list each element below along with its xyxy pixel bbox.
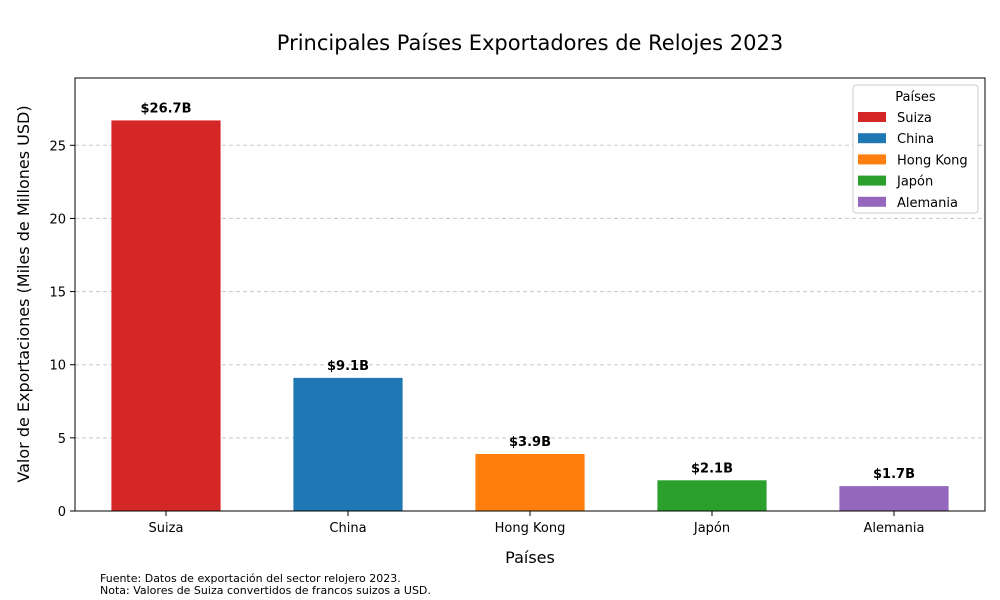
bar-japón — [657, 480, 767, 511]
bars: $26.7B $9.1B $3.9B $2.1B $1.7B — [111, 101, 949, 511]
legend-entry: Japón — [896, 175, 933, 190]
legend-title: Países — [895, 90, 936, 105]
legend-entry: Suiza — [897, 111, 932, 126]
data-label: $1.7B — [873, 467, 915, 482]
data-label: $2.1B — [691, 461, 733, 476]
y-tick-label: 5 — [58, 432, 66, 447]
axis-ticks: 0 5 10 15 20 25 Suiza China Hong Kong Japón Aleman… — [49, 139, 924, 536]
legend: Países Suiza China Hong Kong Japón Alemania — [852, 84, 979, 214]
grid-lines — [75, 144, 985, 439]
bar-suiza — [111, 120, 221, 511]
bar-china — [293, 377, 403, 511]
legend-entry: China — [897, 132, 934, 147]
data-label: $9.1B — [327, 359, 369, 374]
legend-swatch — [858, 154, 886, 165]
legend-swatch — [858, 112, 886, 122]
y-axis-label: Valor de Exportaciones (Miles de Millone… — [14, 105, 33, 482]
note-footnote: Nota: Valores de Suiza convertidos de fr… — [100, 584, 431, 597]
legend-entry: Alemania — [897, 196, 958, 211]
legend-entry: Hong Kong — [897, 153, 968, 168]
bar-alemania — [839, 486, 949, 511]
source-footnote: Fuente: Datos de exportación del sector … — [100, 572, 401, 585]
y-tick-label: 15 — [49, 286, 66, 301]
data-label: $26.7B — [140, 101, 191, 116]
x-tick-label: Suiza — [149, 521, 184, 536]
x-tick-label: Hong Kong — [495, 521, 566, 536]
plot-frame — [74, 77, 986, 512]
x-tick-label: China — [329, 521, 366, 536]
y-tick-label: 20 — [49, 212, 66, 227]
x-tick-label: Alemania — [864, 521, 925, 536]
x-tick-label: Japón — [693, 521, 730, 536]
data-label: $3.9B — [509, 435, 551, 450]
y-tick-label: 10 — [49, 359, 66, 374]
y-tick-label: 0 — [58, 505, 66, 520]
legend-swatch — [858, 175, 886, 186]
x-axis-label: Países — [505, 548, 555, 567]
legend-swatch — [858, 133, 886, 144]
legend-swatch — [858, 196, 886, 207]
y-tick-label: 25 — [49, 139, 66, 154]
chart-title: Principales Países Exportadores de Reloj… — [277, 31, 783, 55]
bar-hong-kong — [475, 453, 585, 511]
